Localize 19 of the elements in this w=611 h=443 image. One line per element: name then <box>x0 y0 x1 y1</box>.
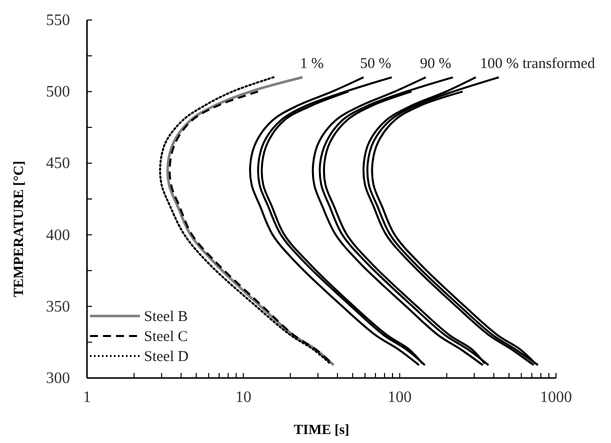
legend-label: Steel B <box>144 309 188 325</box>
x-tick-label: 10 <box>235 389 252 406</box>
annotation: 90 % <box>420 56 452 72</box>
annotation: 50 % <box>360 56 392 72</box>
y-tick-label: 550 <box>46 12 70 29</box>
y-tick-label: 450 <box>46 155 70 172</box>
annotation: 1 % <box>300 56 324 72</box>
x-tick-label: 100 <box>388 389 412 406</box>
y-axis-title: TEMPERATURE [°C] <box>12 160 27 298</box>
y-tick-label: 500 <box>46 84 70 101</box>
x-tick-label: 1000 <box>540 389 572 406</box>
x-axis-title: TIME [s] <box>294 423 350 438</box>
y-tick-label: 300 <box>46 370 70 387</box>
legend-label: Steel D <box>144 349 189 365</box>
y-tick-label: 400 <box>46 226 70 244</box>
y-tick-label: 350 <box>46 298 70 316</box>
annotation: 100 % transformed <box>480 56 596 72</box>
x-tick-label: 1 <box>83 389 91 406</box>
legend-label: Steel C <box>144 329 188 345</box>
